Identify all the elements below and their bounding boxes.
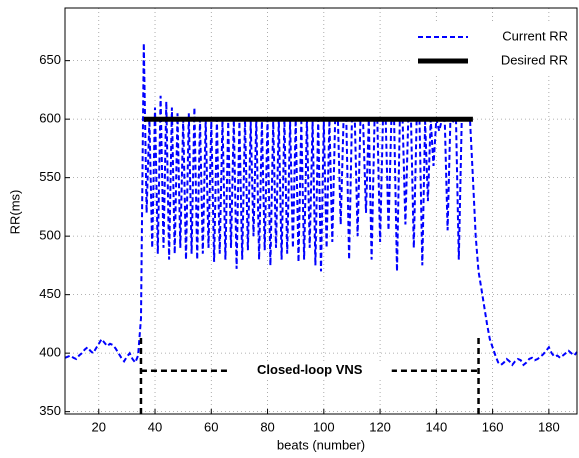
x-axis-label: beats (number) xyxy=(277,437,365,452)
x-tick-label: 100 xyxy=(313,419,335,434)
x-tick-label: 180 xyxy=(538,419,560,434)
plot-frame xyxy=(64,7,578,415)
y-tick-label: 450 xyxy=(39,286,61,301)
y-tick-label: 550 xyxy=(39,169,61,184)
y-tick-label: 400 xyxy=(39,345,61,360)
line xyxy=(64,43,578,367)
x-tick-label: 140 xyxy=(425,419,447,434)
x-tick-label: 60 xyxy=(204,419,218,434)
legend-bg xyxy=(410,22,574,74)
x-tick-label: 40 xyxy=(148,419,162,434)
x-tick-label: 80 xyxy=(260,419,274,434)
y-tick-label: 650 xyxy=(39,52,61,67)
x-tick-label: 160 xyxy=(482,419,504,434)
annotation-bg xyxy=(227,361,392,380)
y-tick-label: 600 xyxy=(39,111,61,126)
legend-label: Desired RR xyxy=(501,52,568,67)
x-tick-label: 120 xyxy=(369,419,391,434)
y-tick-label: 500 xyxy=(39,228,61,243)
y-tick-label: 350 xyxy=(39,403,61,418)
legend-label: Current RR xyxy=(502,28,568,43)
x-tick-label: 20 xyxy=(92,419,106,434)
y-axis-label: RR(ms) xyxy=(7,190,22,235)
annotation-text: Closed-loop VNS xyxy=(257,362,363,377)
